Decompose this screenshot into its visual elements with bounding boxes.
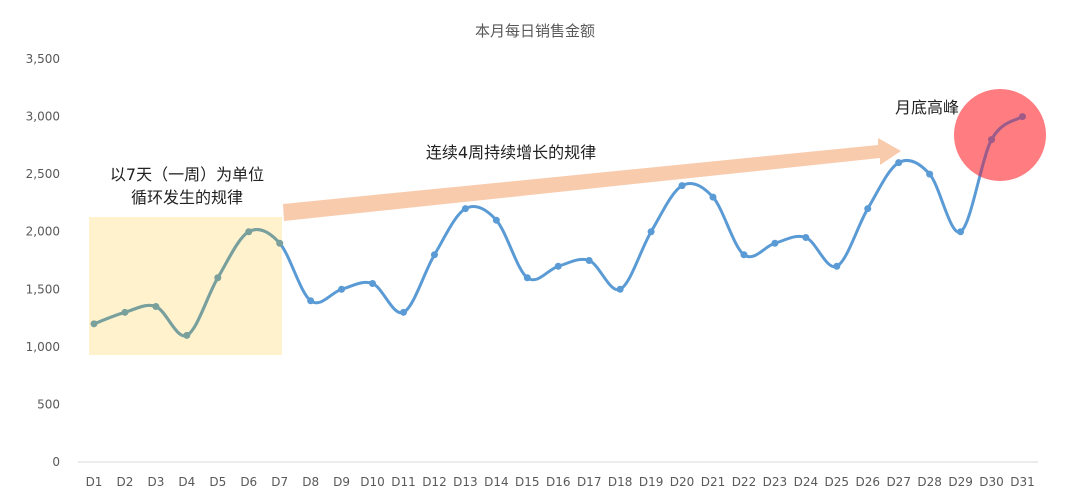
data-point	[152, 303, 160, 311]
x-tick-label: D14	[484, 475, 509, 489]
x-tick-label: D31	[1010, 475, 1035, 489]
data-point	[740, 251, 748, 259]
x-tick-label: D22	[732, 475, 757, 489]
x-tick-label: D9	[333, 475, 350, 489]
x-tick-label: D7	[271, 475, 288, 489]
x-tick-label: D10	[360, 475, 385, 489]
x-tick-label: D19	[639, 475, 664, 489]
data-point	[369, 280, 377, 288]
growth-trend-arrow	[283, 138, 901, 221]
data-point	[926, 170, 934, 178]
data-point	[864, 205, 872, 213]
data-point	[802, 233, 810, 241]
data-points	[90, 113, 1026, 339]
data-point	[709, 193, 717, 201]
data-point	[895, 159, 903, 167]
data-point	[957, 228, 965, 236]
data-point	[214, 274, 222, 282]
x-tick-label: D27	[886, 475, 911, 489]
y-tick-label: 2,500	[26, 167, 60, 181]
y-tick-label: 500	[37, 397, 60, 411]
data-point	[616, 285, 624, 293]
x-tick-label: D21	[701, 475, 726, 489]
x-tick-label: D26	[855, 475, 880, 489]
x-tick-label: D13	[453, 475, 478, 489]
x-tick-label: D15	[515, 475, 540, 489]
x-tick-label: D5	[209, 475, 226, 489]
growth-trend-annotation: 连续4周持续增长的规律	[426, 143, 596, 162]
x-tick-label: D1	[86, 475, 103, 489]
x-tick-label: D29	[948, 475, 973, 489]
weekly-cycle-annotation-line2: 循环发生的规律	[131, 188, 243, 207]
data-point	[90, 320, 98, 328]
data-point	[523, 274, 531, 282]
data-point	[338, 285, 346, 293]
x-tick-label: D30	[979, 475, 1004, 489]
data-point	[276, 239, 284, 247]
data-point	[585, 257, 593, 264]
month-end-peak-annotation: 月底高峰	[895, 98, 959, 117]
data-point	[430, 251, 438, 259]
data-point	[771, 239, 779, 247]
x-axis-ticks: D1 D2 D3 D4 D5 D6 D7 D8 D9 D10 D11 D12 D13 D14 D15 D16 D…	[86, 475, 1035, 489]
weekly-cycle-annotation-line1: 以7天（一周）为单位	[110, 165, 264, 184]
x-tick-label: D4	[178, 475, 195, 489]
data-point	[461, 205, 469, 213]
data-point	[647, 228, 655, 236]
weekly-cycle-highlight-box	[89, 217, 282, 355]
y-tick-label: 3,000	[26, 110, 60, 124]
x-tick-label: D24	[794, 475, 819, 489]
y-axis-ticks: 0 500 1,000 1,500 2,000 2,500 3,000 3,500	[26, 52, 60, 469]
y-tick-label: 2,000	[26, 225, 60, 239]
x-tick-label: D25	[825, 475, 850, 489]
data-point	[492, 216, 500, 224]
data-point	[1019, 113, 1026, 121]
x-tick-label: D11	[391, 475, 416, 489]
data-point	[307, 297, 315, 305]
chart-title: 本月每日销售金额	[475, 22, 595, 40]
y-tick-label: 1,000	[26, 340, 60, 354]
data-point	[183, 331, 191, 339]
x-tick-label: D28	[917, 475, 942, 489]
month-end-peak-circle	[954, 89, 1046, 181]
x-tick-label: D12	[422, 475, 447, 489]
series-line-in-circle	[959, 115, 1024, 181]
x-tick-label: D23	[763, 475, 788, 489]
x-tick-label: D8	[302, 475, 319, 489]
x-tick-label: D2	[117, 475, 134, 489]
y-tick-label: 1,500	[26, 282, 60, 296]
data-point	[554, 262, 562, 270]
data-point	[678, 182, 686, 190]
data-point	[121, 308, 129, 316]
y-tick-label: 0	[52, 455, 60, 469]
data-point	[245, 228, 253, 236]
data-point	[400, 308, 407, 316]
x-tick-label: D3	[147, 475, 164, 489]
x-tick-label: D16	[546, 475, 571, 489]
data-point	[988, 136, 996, 144]
x-tick-label: D17	[577, 475, 602, 489]
x-tick-label: D20	[670, 475, 695, 489]
y-tick-label: 3,500	[26, 52, 60, 66]
data-point	[833, 262, 841, 270]
x-tick-label: D18	[608, 475, 633, 489]
x-tick-label: D6	[240, 475, 257, 489]
